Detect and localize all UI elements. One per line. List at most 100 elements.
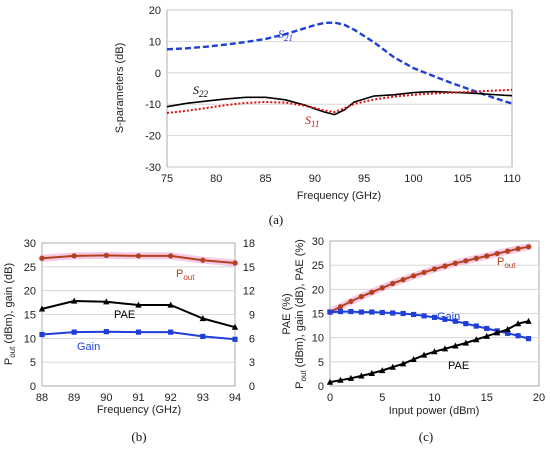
- x-tick-label-a-1: 80: [210, 173, 222, 185]
- point-c-pout-16: [494, 250, 500, 257]
- y-tick-label-b-5: 25: [24, 262, 36, 274]
- x-tick-label-a-5: 100: [404, 173, 422, 185]
- series-line-a-s22: [166, 90, 513, 116]
- chart-panel-b: 0 5 10 15 20 25 30 0 3 6 9 12 15 18 88 89 90 91 92 93 94 Fre…: [3, 238, 293, 444]
- point-c-pae-13: [462, 339, 470, 346]
- chart-panel-a: -30 -20 -10 0 10 20 75 80 85 90 95 100 105 110 Freque…: [114, 5, 521, 227]
- series-lines-a: [166, 21, 513, 116]
- point-c-pout-13: [463, 258, 469, 264]
- x-tick-label-c-3: 15: [481, 392, 493, 404]
- y-tick-label-c-6: 30: [312, 236, 324, 248]
- series-b-pout: [38, 251, 239, 267]
- y-tick-label-a-0: -30: [145, 162, 161, 174]
- series-a-s11: [166, 88, 513, 114]
- caption-a: (a): [269, 212, 283, 227]
- y-tick-label-c-2: 10: [312, 333, 324, 345]
- x-tick-label-c-2: 10: [428, 392, 440, 404]
- x-axis-label-b: Frequency (GHz): [97, 404, 181, 416]
- point-b-gain-0: [39, 331, 45, 338]
- series-label-s22: S22: [193, 83, 209, 99]
- point-b-gain-2: [103, 329, 109, 335]
- point-c-pout-18: [515, 246, 521, 252]
- point-c-pout-14: [473, 255, 479, 261]
- point-b-pae-0: [38, 305, 46, 312]
- grid-b: [42, 266, 235, 363]
- y-tick-label-b-0: 0: [30, 381, 36, 393]
- point-c-pout-9: [421, 269, 427, 276]
- series-label-b-gain: Gain: [77, 341, 100, 353]
- point-c-pout-1: [337, 304, 344, 310]
- y-right-tick-label-b-1: 3: [249, 357, 255, 369]
- x-tick-label-b-6: 94: [229, 392, 241, 404]
- point-c-pae-14: [473, 336, 480, 343]
- series-label-b-pout-sub: out: [183, 273, 195, 282]
- x-tick-label-b-5: 93: [197, 392, 209, 404]
- y-axis-label-a: S-parameters (dB): [114, 43, 126, 133]
- x-tick-label-a-2: 85: [259, 173, 271, 185]
- y-tick-label-b-3: 15: [24, 310, 36, 322]
- series-label-c-pout: Pout: [497, 256, 516, 270]
- point-b-pae-4: [167, 301, 174, 308]
- point-c-gain-5: [379, 309, 385, 316]
- point-c-pout-12: [452, 260, 458, 266]
- series-label-c-pout-sub: out: [504, 261, 516, 270]
- series-label-c-gain: Gain: [437, 311, 460, 323]
- point-c-gain-17: [505, 330, 511, 336]
- point-b-pae-1: [70, 297, 78, 304]
- y-right-tick-label-b-4: 12: [243, 286, 255, 298]
- point-c-pout-19: [525, 244, 532, 250]
- y-tick-label-c-5: 25: [312, 260, 324, 272]
- point-c-gain-1: [337, 308, 344, 315]
- y-tick-label-c-3: 15: [312, 309, 324, 321]
- point-c-pae-11: [441, 345, 449, 352]
- point-b-pae-5: [199, 315, 207, 322]
- chart-panel-c: 0 5 10 15 20 25 30 0 5 10 15 20 Input power (dBm) P…: [294, 236, 545, 444]
- y-axis-label-c-sub: out: [299, 370, 308, 382]
- y-right-tick-label-b-0: 0: [249, 381, 255, 393]
- point-b-pout-1: [71, 253, 77, 259]
- y-axis-label-c: Pout (dBm), gain (dB), PAE (%): [294, 239, 308, 389]
- point-c-pout-6: [390, 280, 396, 287]
- point-c-gain-13: [463, 321, 469, 327]
- ticks-c: 0 5 10 15 20 25 30 0 5 10 15 20: [312, 236, 545, 404]
- y-axis-label-right-b: PAE (%): [281, 293, 293, 334]
- x-tick-label-c-4: 20: [533, 392, 545, 404]
- y-tick-label-c-4: 20: [312, 284, 324, 296]
- caption-c: (c): [419, 429, 433, 444]
- point-b-gain-1: [71, 329, 77, 335]
- point-c-gain-18: [515, 333, 521, 339]
- grid-a: [167, 9, 512, 168]
- x-tick-label-b-2: 90: [100, 392, 112, 404]
- series-label-s21-sub: 21: [284, 33, 293, 43]
- point-c-gain-10: [431, 314, 438, 320]
- point-b-gain-6: [232, 336, 238, 342]
- x-tick-label-b-4: 92: [165, 392, 177, 404]
- series-b-gain: [39, 329, 238, 342]
- y-right-tick-label-b-5: 15: [243, 262, 255, 274]
- point-c-gain-12: [452, 318, 458, 324]
- point-c-gain-3: [358, 309, 364, 315]
- x-tick-label-b-3: 91: [132, 392, 144, 404]
- point-c-pae-9: [420, 351, 428, 358]
- point-b-pae-3: [135, 301, 142, 308]
- x-tick-label-a-7: 110: [503, 173, 521, 185]
- x-tick-label-b-1: 89: [68, 392, 80, 404]
- point-c-gain-2: [348, 308, 354, 315]
- series-label-c-pae: PAE: [448, 360, 469, 372]
- y-tick-label-b-1: 5: [30, 357, 36, 369]
- series-label-s11: S11: [305, 113, 319, 129]
- y-axis-label-b-sub: out: [8, 346, 17, 358]
- x-tick-label-a-6: 105: [454, 173, 472, 185]
- point-b-gain-4: [168, 329, 174, 335]
- point-b-pae-2: [103, 298, 110, 305]
- series-c-pae: [326, 317, 532, 385]
- point-c-pae-3: [358, 372, 365, 379]
- caption-b: (b): [131, 429, 146, 444]
- x-axis-label-c: Input power (dBm): [389, 405, 479, 417]
- point-c-pae-7: [399, 360, 407, 367]
- y-tick-label-c-0: 0: [318, 381, 324, 393]
- point-c-pout-17: [505, 248, 511, 254]
- y-axis-label-b-rest: (dBm), gain (dB): [3, 263, 15, 347]
- ticks-b: 0 5 10 15 20 25 30 0 3 6 9 12 15 18 88 89 90 91 92 93 94: [24, 238, 255, 404]
